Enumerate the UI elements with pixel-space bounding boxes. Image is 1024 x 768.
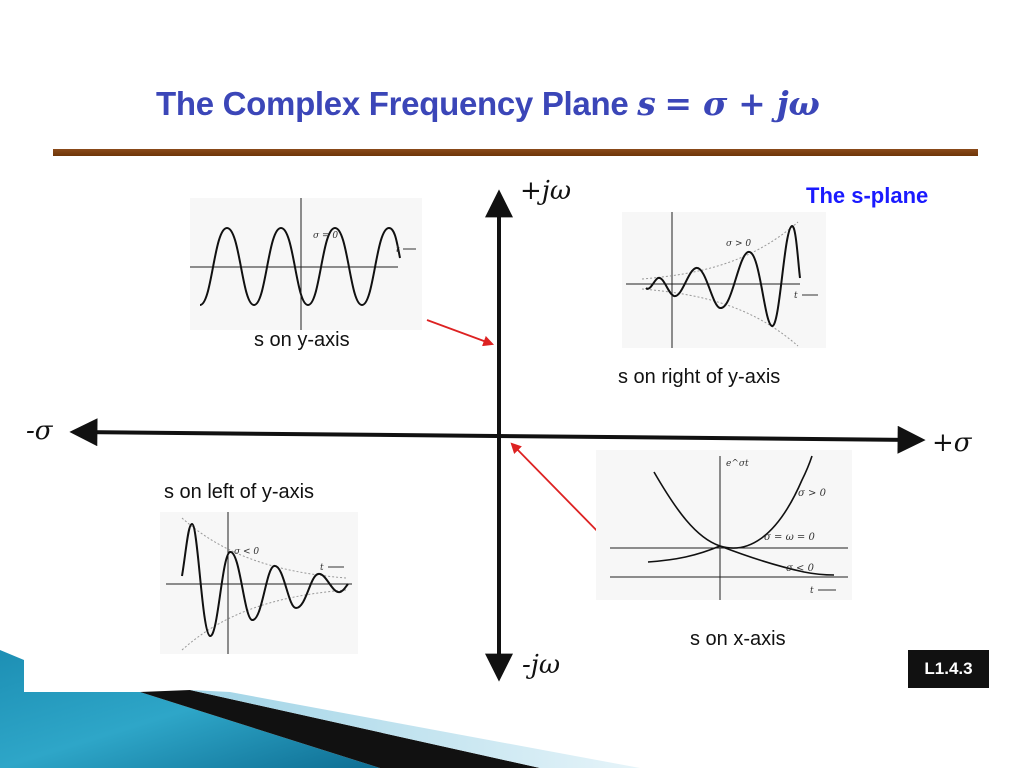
plot-y-axis: σ = 0 t xyxy=(190,198,422,330)
sigma-positive-label: σ > 0 xyxy=(798,488,827,499)
slide-title: The Complex Frequency Plane s = σ + jω xyxy=(156,84,820,123)
caption-x-axis: s on x-axis xyxy=(690,628,786,650)
decorative-swoosh xyxy=(0,650,640,768)
real-axis xyxy=(69,418,926,454)
title-text: The Complex Frequency Plane xyxy=(156,85,629,122)
decaying-exponential xyxy=(647,545,835,576)
axis-label-pos-imag: +jω xyxy=(520,176,572,206)
time-label: t xyxy=(810,586,814,596)
sigma-label: σ = 0 xyxy=(313,231,338,241)
decaying-curve xyxy=(181,522,349,638)
caption-y-axis: s on y-axis xyxy=(254,329,350,351)
title-variable: s xyxy=(637,84,656,123)
axis-label-neg-imag: -jω xyxy=(522,650,561,680)
plot-x-axis: e^σt σ > 0 σ = ω = 0 σ < 0 t xyxy=(596,450,852,600)
growing-curve xyxy=(645,224,801,328)
sigma-label: σ < 0 xyxy=(234,547,259,557)
plot-left-of-y-axis: σ < 0 t xyxy=(160,512,358,654)
slide-number-badge: L1.4.3 xyxy=(908,650,989,688)
pointer-arrow-origin xyxy=(510,442,607,541)
upper-envelope xyxy=(641,221,799,280)
axis-label-pos-real: +σ xyxy=(932,428,972,458)
title-equation: = σ + jω xyxy=(664,84,820,123)
caption-left-of-y-axis: s on left of y-axis xyxy=(164,481,315,503)
sigma-negative-label: σ < 0 xyxy=(786,563,815,574)
axis-label-neg-real: -σ xyxy=(26,416,53,446)
sigma-zero-label: σ = ω = 0 xyxy=(764,532,815,543)
diagram-heading: The s-plane xyxy=(806,183,929,208)
time-label: t xyxy=(320,563,324,573)
sinusoid-curve xyxy=(199,226,401,307)
title-divider xyxy=(53,149,978,156)
growing-exponential xyxy=(653,455,813,549)
y-axis-label: e^σt xyxy=(726,459,749,469)
plot-right-of-y-axis: σ > 0 t xyxy=(622,212,826,348)
lower-envelope xyxy=(641,288,799,347)
caption-right-of-y-axis: s on right of y-axis xyxy=(618,366,781,388)
pointer-arrow-y-axis xyxy=(426,319,495,347)
time-label: t xyxy=(396,245,400,255)
sigma-label: σ > 0 xyxy=(726,239,751,249)
time-label: t xyxy=(794,291,798,301)
